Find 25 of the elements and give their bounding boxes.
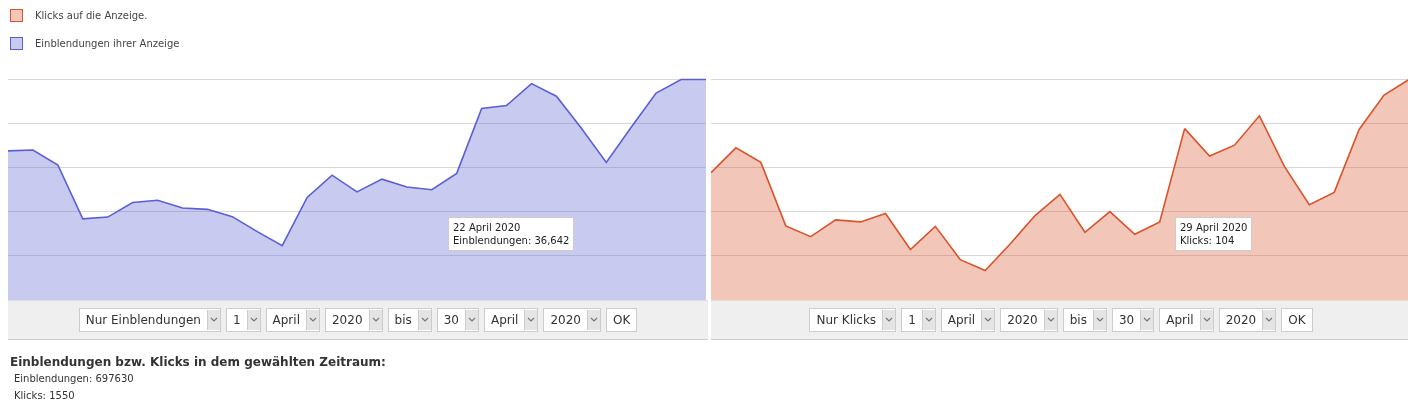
annotation: 29 April 2020 Klicks: 104 [1180,222,1248,246]
text: OK [613,313,631,327]
text: 2020 [331,313,363,327]
legend-label: Klicks auf die Anzeige. [35,9,148,21]
text: Nur Einblendungen [85,313,201,327]
text: 2020 [1225,313,1257,327]
text: 2020 [1007,313,1038,327]
text: April [272,313,300,327]
legend-label: Einblendungen ihrer Anzeige [35,37,180,49]
text: Nur Klicks [816,313,877,327]
text: April [1166,313,1194,327]
text: bis [394,313,412,327]
text: 1 [908,313,916,327]
text: Klicks: 1550 [14,390,76,401]
text: bis [1069,313,1087,327]
text: April [947,313,976,327]
annotation: 22 April 2020 Einblendungen: 36,642 [453,222,570,246]
text: Einblendungen bzw. Klicks in dem gewählten Zeitraum: [10,355,386,369]
text: OK [1288,313,1306,327]
text: 1 [232,313,241,327]
text: 2020 [550,313,581,327]
text: Einblendungen: 697630 [14,373,135,384]
text: April [491,313,519,327]
text: 30 [443,313,460,327]
text: 30 [1118,313,1135,327]
